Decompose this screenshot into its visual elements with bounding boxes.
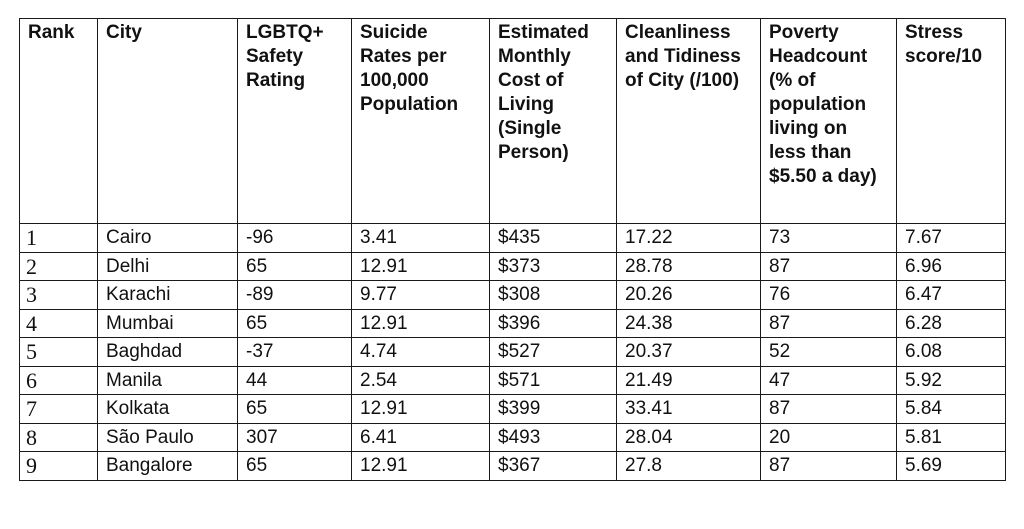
cell-cost-of-living: $435 (489, 223, 617, 253)
cell-suicide-rate: 12.91 (351, 451, 490, 481)
cell-cleanliness: 20.37 (616, 337, 761, 367)
cell-stress: 5.69 (896, 451, 1006, 481)
cell-city: Kolkata (97, 394, 238, 424)
city-ranking-table: Rank City LGBTQ+ Safety Rating Suicide R… (19, 18, 1006, 481)
table-row: 7 Kolkata 65 12.91 $399 33.41 87 5.84 (19, 394, 1006, 424)
cell-poverty: 52 (760, 337, 897, 367)
cell-stress: 5.92 (896, 365, 1006, 395)
cell-rank: 6 (19, 365, 98, 395)
cell-stress: 6.28 (896, 308, 1006, 338)
cell-city: Bangalore (97, 451, 238, 481)
cell-cost-of-living: $367 (489, 451, 617, 481)
header-row: Rank City LGBTQ+ Safety Rating Suicide R… (19, 18, 1006, 224)
cell-suicide-rate: 4.74 (351, 337, 490, 367)
cell-suicide-rate: 6.41 (351, 422, 490, 452)
table-row: 4 Mumbai 65 12.91 $396 24.38 87 6.28 (19, 308, 1006, 338)
cell-cleanliness: 28.04 (616, 422, 761, 452)
header-cost-of-living: Estimated Monthly Cost of Living (Single… (489, 18, 617, 224)
cell-poverty: 73 (760, 223, 897, 253)
cell-cost-of-living: $373 (489, 251, 617, 281)
table-row: 6 Manila 44 2.54 $571 21.49 47 5.92 (19, 365, 1006, 395)
table-row: 1 Cairo -96 3.41 $435 17.22 73 7.67 (19, 223, 1006, 253)
cell-poverty: 87 (760, 251, 897, 281)
cell-suicide-rate: 3.41 (351, 223, 490, 253)
cell-city: Karachi (97, 280, 238, 310)
cell-city: São Paulo (97, 422, 238, 452)
cell-cleanliness: 27.8 (616, 451, 761, 481)
cell-poverty: 87 (760, 451, 897, 481)
cell-stress: 5.84 (896, 394, 1006, 424)
header-city: City (97, 18, 238, 224)
header-rank: Rank (19, 18, 98, 224)
cell-rank: 5 (19, 337, 98, 367)
cell-lgbtq-safety: 307 (237, 422, 352, 452)
cell-cost-of-living: $571 (489, 365, 617, 395)
city-ranking-table-container: Rank City LGBTQ+ Safety Rating Suicide R… (19, 18, 1006, 481)
table-row: 3 Karachi -89 9.77 $308 20.26 76 6.47 (19, 280, 1006, 310)
cell-lgbtq-safety: 65 (237, 308, 352, 338)
header-lgbtq-safety-rating: LGBTQ+ Safety Rating (237, 18, 352, 224)
cell-stress: 6.08 (896, 337, 1006, 367)
cell-cost-of-living: $527 (489, 337, 617, 367)
table-row: 2 Delhi 65 12.91 $373 28.78 87 6.96 (19, 251, 1006, 281)
cell-suicide-rate: 12.91 (351, 394, 490, 424)
cell-stress: 6.47 (896, 280, 1006, 310)
table-row: 8 São Paulo 307 6.41 $493 28.04 20 5.81 (19, 422, 1006, 452)
cell-cost-of-living: $396 (489, 308, 617, 338)
header-poverty-headcount: Poverty Headcount (% of population livin… (760, 18, 897, 224)
header-suicide-rates: Suicide Rates per 100,000 Population (351, 18, 490, 224)
cell-rank: 3 (19, 280, 98, 310)
cell-lgbtq-safety: 65 (237, 451, 352, 481)
cell-rank: 1 (19, 223, 98, 253)
cell-poverty: 87 (760, 308, 897, 338)
cell-suicide-rate: 12.91 (351, 251, 490, 281)
cell-cleanliness: 20.26 (616, 280, 761, 310)
cell-city: Delhi (97, 251, 238, 281)
cell-cleanliness: 28.78 (616, 251, 761, 281)
cell-city: Cairo (97, 223, 238, 253)
cell-city: Mumbai (97, 308, 238, 338)
cell-poverty: 76 (760, 280, 897, 310)
cell-stress: 7.67 (896, 223, 1006, 253)
cell-cost-of-living: $308 (489, 280, 617, 310)
cell-poverty: 87 (760, 394, 897, 424)
cell-lgbtq-safety: 44 (237, 365, 352, 395)
cell-poverty: 20 (760, 422, 897, 452)
cell-lgbtq-safety: 65 (237, 394, 352, 424)
cell-cost-of-living: $399 (489, 394, 617, 424)
cell-rank: 4 (19, 308, 98, 338)
cell-city: Baghdad (97, 337, 238, 367)
cell-stress: 6.96 (896, 251, 1006, 281)
cell-cleanliness: 17.22 (616, 223, 761, 253)
header-stress-score: Stress score/10 (896, 18, 1006, 224)
cell-rank: 9 (19, 451, 98, 481)
table-row: 5 Baghdad -37 4.74 $527 20.37 52 6.08 (19, 337, 1006, 367)
cell-rank: 2 (19, 251, 98, 281)
cell-rank: 8 (19, 422, 98, 452)
cell-suicide-rate: 9.77 (351, 280, 490, 310)
cell-lgbtq-safety: -96 (237, 223, 352, 253)
cell-lgbtq-safety: 65 (237, 251, 352, 281)
cell-cleanliness: 21.49 (616, 365, 761, 395)
cell-cleanliness: 33.41 (616, 394, 761, 424)
cell-cleanliness: 24.38 (616, 308, 761, 338)
cell-lgbtq-safety: -89 (237, 280, 352, 310)
cell-poverty: 47 (760, 365, 897, 395)
cell-stress: 5.81 (896, 422, 1006, 452)
cell-cost-of-living: $493 (489, 422, 617, 452)
cell-lgbtq-safety: -37 (237, 337, 352, 367)
cell-suicide-rate: 12.91 (351, 308, 490, 338)
cell-rank: 7 (19, 394, 98, 424)
cell-city: Manila (97, 365, 238, 395)
cell-suicide-rate: 2.54 (351, 365, 490, 395)
table-row: 9 Bangalore 65 12.91 $367 27.8 87 5.69 (19, 451, 1006, 481)
header-cleanliness: Cleanliness and Tidiness of City (/100) (616, 18, 761, 224)
